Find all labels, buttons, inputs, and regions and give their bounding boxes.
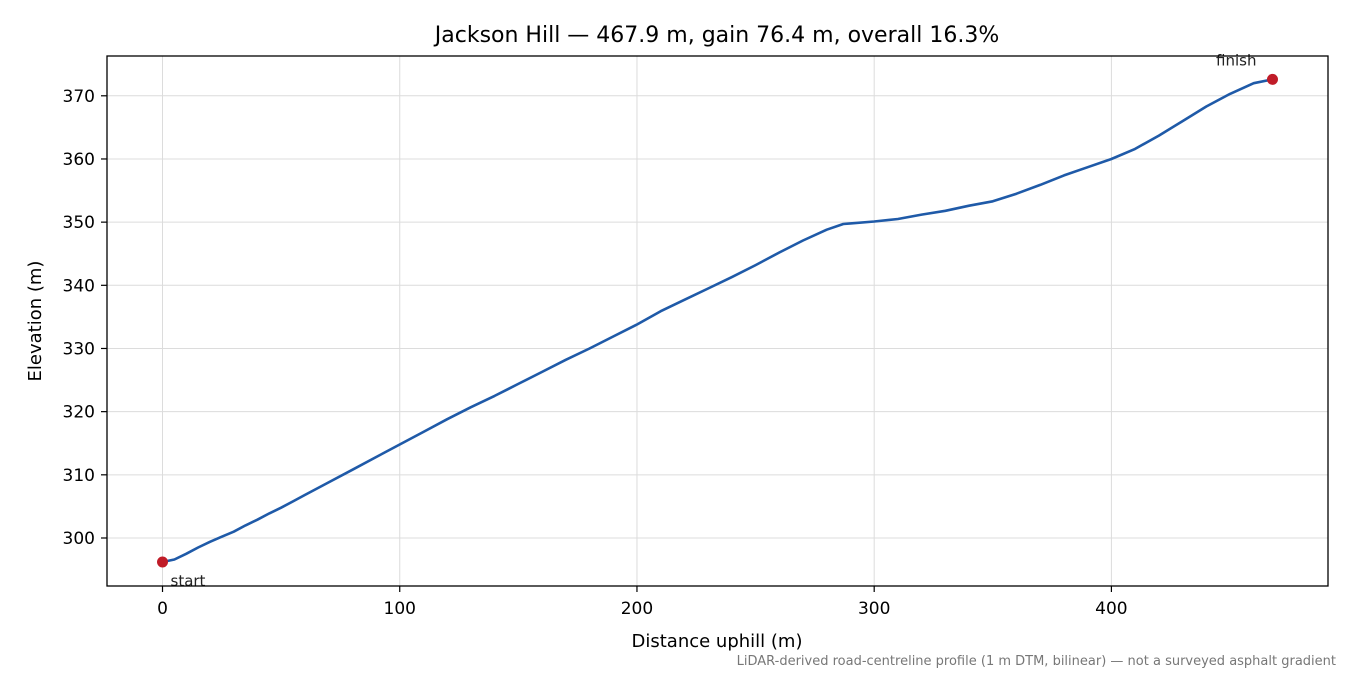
plot-frame xyxy=(106,55,1329,587)
start-marker xyxy=(157,556,169,568)
finish-label: finish xyxy=(1216,51,1256,69)
chart-title: Jackson Hill — 467.9 m, gain 76.4 m, ove… xyxy=(433,23,999,48)
x-tick-label: 0 xyxy=(157,599,168,619)
markers-group: start finish xyxy=(157,51,1278,590)
y-tick-label: 360 xyxy=(63,150,95,170)
series-group xyxy=(161,78,1274,564)
y-tick-label: 350 xyxy=(63,213,95,233)
y-axis-title: Elevation (m) xyxy=(25,261,46,382)
y-tick-label: 310 xyxy=(63,466,95,486)
x-axis-title: Distance uphill (m) xyxy=(632,631,803,652)
finish-marker xyxy=(1266,73,1278,85)
x-tick-label: 300 xyxy=(858,599,890,619)
start-label: start xyxy=(171,572,206,590)
elevation-profile-line xyxy=(161,78,1274,564)
y-tick-label: 330 xyxy=(63,339,95,359)
grid xyxy=(107,56,1328,586)
x-tick-label: 200 xyxy=(621,599,653,619)
footnote: LiDAR-derived road-centreline profile (1… xyxy=(737,654,1336,669)
y-tick-label: 340 xyxy=(63,276,95,296)
axes: 0 100 200 300 400 300 310 320 330 340 350 360 370 xyxy=(63,87,1128,619)
x-tick-label: 100 xyxy=(384,599,416,619)
x-tick-label: 400 xyxy=(1095,599,1127,619)
y-tick-label: 320 xyxy=(63,403,95,423)
y-tick-label: 370 xyxy=(63,87,95,107)
y-tick-label: 300 xyxy=(63,529,95,549)
